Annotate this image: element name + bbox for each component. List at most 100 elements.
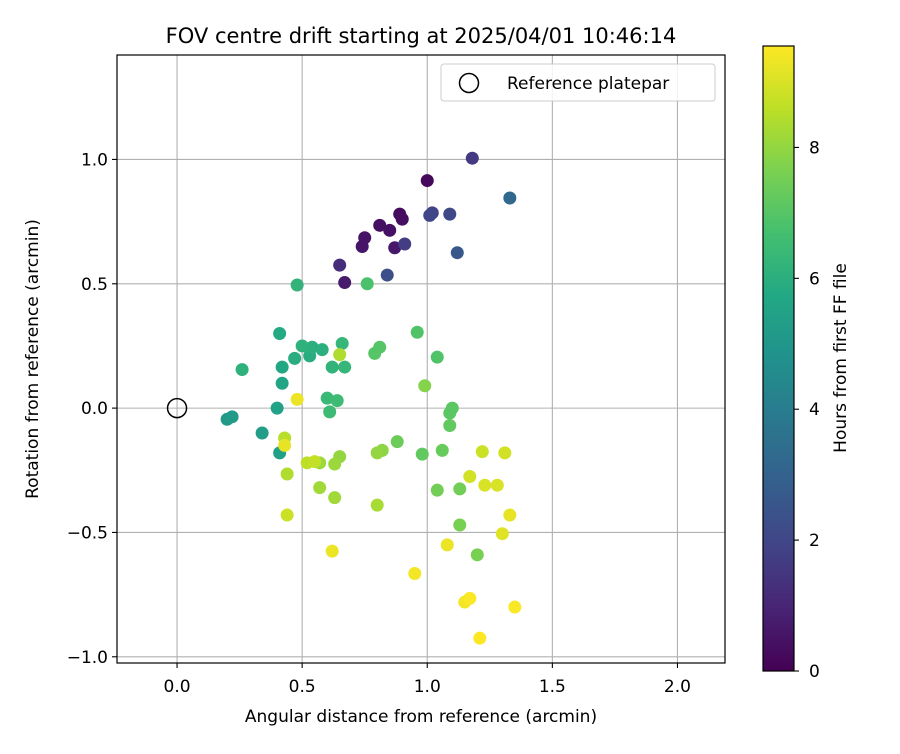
scatter-point	[370, 498, 384, 512]
scatter-point	[275, 360, 289, 374]
scatter-point	[225, 410, 239, 424]
scatter-point	[408, 566, 422, 580]
y-tick-label: 0.5	[81, 275, 108, 295]
colorbar-tick-label: 8	[809, 138, 820, 158]
grid-lines	[117, 55, 725, 663]
scatter-point	[450, 246, 464, 260]
legend-box	[440, 63, 716, 102]
scatter-point	[308, 455, 322, 469]
scatter-point	[420, 174, 434, 188]
scatter-point	[463, 469, 477, 483]
scatter-point	[475, 445, 489, 459]
scatter-point	[295, 339, 309, 353]
scatter-point	[338, 276, 352, 290]
scatter-point	[320, 391, 334, 405]
scatter-point	[270, 401, 284, 415]
scatter-point	[373, 218, 387, 232]
x-tick-label: 1.0	[414, 677, 441, 697]
scatter-point	[323, 405, 337, 419]
scatter-point	[440, 538, 454, 552]
scatter-point	[443, 419, 457, 433]
scatter-point	[473, 631, 487, 645]
scatter-point	[418, 379, 432, 393]
scatter-point	[508, 600, 522, 614]
colorbar-tick-label: 6	[809, 269, 820, 289]
scatter-point	[453, 482, 467, 496]
y-axis-ticks: −1.0 −0.5 0.0 0.5 1.0	[67, 150, 117, 668]
x-tick-label: 1.5	[539, 677, 566, 697]
colorbar-tick-label: 2	[809, 531, 820, 551]
scatter-point	[453, 518, 467, 532]
scatter-point	[275, 376, 289, 390]
scatter-point	[290, 392, 304, 406]
scatter-point	[360, 277, 374, 291]
x-axis-label: Angular distance from reference (arcmin)	[245, 707, 597, 727]
y-tick-label: 0.0	[81, 399, 108, 419]
scatter-point	[503, 508, 517, 522]
colorbar-tick-label: 4	[809, 400, 820, 420]
scatter-point	[495, 527, 509, 541]
scatter-point	[443, 207, 457, 221]
scatter-point	[325, 544, 339, 558]
scatter-point	[498, 446, 512, 460]
legend-marker-reference	[458, 72, 480, 94]
colorbar-label: Hours from first FF file	[831, 263, 851, 453]
scatter-point	[395, 212, 409, 226]
colorbar-ticks: 0 2 4 6 8	[794, 138, 820, 682]
scatter-point	[278, 438, 292, 452]
chart-title: FOV centre drift starting at 2025/04/01 …	[166, 24, 677, 48]
scatter-point	[373, 340, 387, 354]
y-tick-label: −1.0	[67, 648, 108, 668]
scatter-point	[315, 343, 329, 357]
colorbar: 0 2 4 6 8 Hours from first FF file	[762, 45, 851, 682]
scatter-point	[478, 478, 492, 492]
reference-platepar-marker	[166, 397, 188, 419]
y-tick-label: −0.5	[67, 523, 108, 543]
scatter-point	[355, 239, 369, 253]
scatter-point	[235, 363, 249, 377]
x-axis-ticks: 0.0 0.5 1.0 1.5 2.0	[164, 663, 691, 697]
scatter-point	[290, 278, 304, 292]
x-tick-label: 0.5	[289, 677, 316, 697]
data-points	[220, 151, 522, 645]
scatter-point	[470, 548, 484, 562]
scatter-point	[380, 268, 394, 282]
scatter-point	[415, 447, 429, 461]
x-tick-label: 2.0	[664, 677, 691, 697]
scatter-point	[388, 241, 402, 255]
colorbar-tick-label: 0	[809, 662, 820, 682]
scatter-point	[273, 327, 287, 341]
scatter-point	[430, 350, 444, 364]
scatter-point	[398, 237, 412, 251]
reference-layer	[166, 397, 188, 419]
scatter-point	[383, 223, 397, 237]
scatter-point	[280, 467, 294, 481]
scatter-point	[313, 481, 327, 495]
scatter-point	[335, 336, 349, 350]
x-tick-label: 0.0	[164, 677, 191, 697]
scatter-point	[490, 478, 504, 492]
scatter-point	[435, 443, 449, 457]
scatter-point	[465, 151, 479, 165]
scatter-point	[503, 191, 517, 205]
scatter-point	[410, 325, 424, 339]
y-axis-label: Rotation from reference (arcmin)	[23, 219, 43, 499]
y-tick-label: 1.0	[81, 150, 108, 170]
scatter-point	[325, 360, 339, 374]
legend: Reference platepar	[440, 63, 716, 102]
scatter-point	[463, 591, 477, 605]
colorbar-gradient	[762, 45, 795, 672]
scatter-point	[338, 360, 352, 374]
scatter-point	[333, 348, 347, 362]
scatter-point	[305, 340, 319, 354]
scatter-point	[370, 446, 384, 460]
scatter-point	[330, 394, 344, 408]
scatter-point	[280, 508, 294, 522]
scatter-point	[423, 208, 437, 222]
scatter-point	[288, 351, 302, 365]
scatter-point	[443, 406, 457, 420]
scatter-point	[255, 426, 269, 440]
scatter-point	[430, 483, 444, 497]
